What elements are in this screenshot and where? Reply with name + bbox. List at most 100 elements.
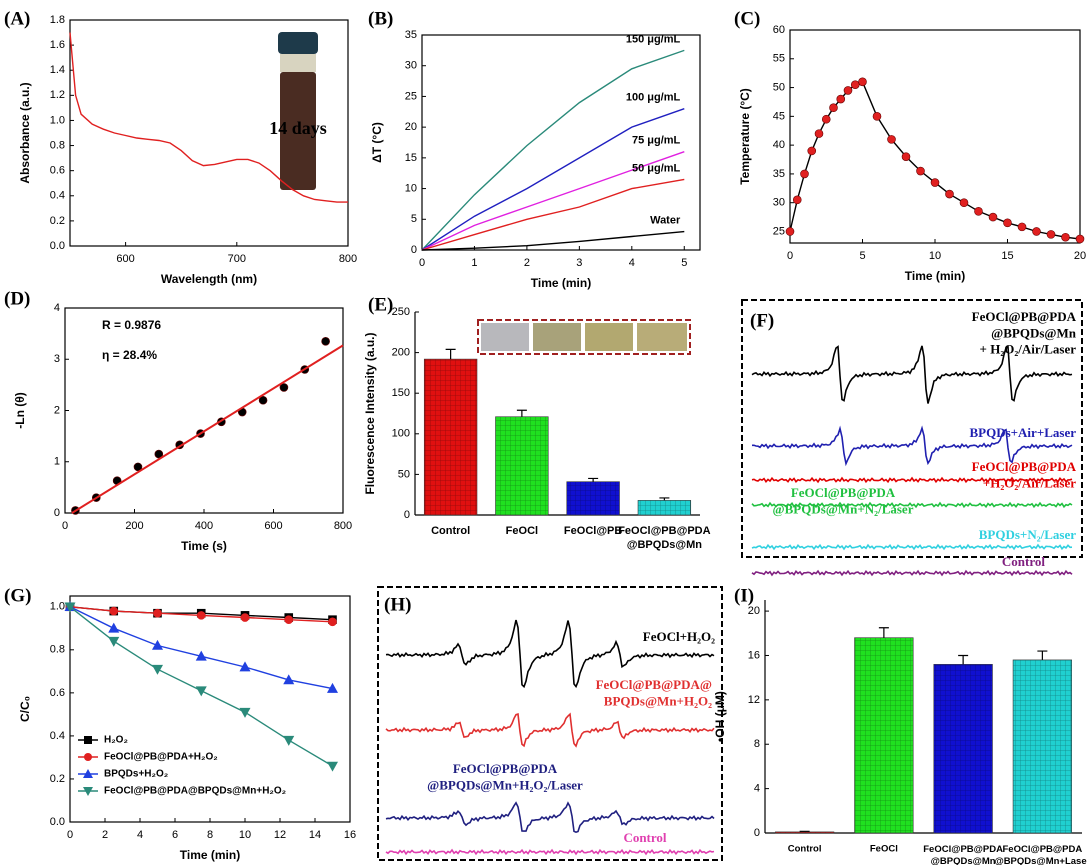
- text-line: @BPQDs@Mn: [931, 855, 996, 865]
- trace-label: FeOCl@PB@PDA @BPQDs@Mn + H₂O₂/Air/Laser: [972, 309, 1077, 357]
- y-tick-label: 0.2: [50, 215, 65, 227]
- x-tick-label: 2: [524, 257, 530, 269]
- y-tick-label: 0.6: [50, 165, 65, 177]
- legend-label: H₂O₂: [104, 735, 128, 746]
- marker: [792, 195, 802, 205]
- marker: [240, 613, 250, 622]
- marker: [321, 337, 330, 346]
- y-tick-label: 4: [754, 783, 760, 795]
- bar: [854, 637, 914, 834]
- spectrum: [752, 425, 1073, 467]
- data-line: [69, 32, 348, 203]
- trace-label: FeOCl@PB@PDA +H₂O₂/Air/Laser: [972, 459, 1077, 490]
- trace-label: FeOCl@PB@PDA @BPQDs@Mn+N₂/Laser: [773, 485, 914, 516]
- panel-label: (A): [4, 8, 30, 29]
- y-tick-label: 35: [405, 29, 417, 41]
- y-tick-label: 4: [54, 302, 60, 314]
- spectrum: [751, 476, 1073, 484]
- y-axis-title: -Ln (θ): [13, 392, 27, 428]
- y-tick-label: 12: [748, 694, 760, 706]
- panel-frame: [377, 586, 723, 861]
- y-tick-label: 20: [405, 121, 417, 133]
- trace-label: BPQDs+Air+Laser: [969, 425, 1076, 440]
- marker: [836, 94, 846, 104]
- x-tick-label: 5: [681, 257, 687, 269]
- trace-label: BPQDs+N₂/Laser: [979, 527, 1076, 542]
- panel-label: (B): [368, 8, 393, 29]
- marker: [154, 449, 164, 459]
- y-tick-label: 15: [405, 152, 417, 164]
- error-bar: [1037, 650, 1048, 660]
- panel-label: (C): [734, 8, 760, 29]
- text-line: BPQDs@Mn+H₂O₂: [604, 693, 712, 708]
- y-axis-title: Absorbance (a.u.): [18, 82, 32, 183]
- legend-label: BPQDs+H₂O₂: [104, 769, 168, 780]
- error-bar: [445, 348, 456, 360]
- series-label: Water: [650, 214, 681, 226]
- error-bar: [799, 830, 810, 832]
- y-tick-label: 200: [392, 347, 410, 359]
- trace-label: FeOCl+H₂O₂: [643, 629, 715, 644]
- marker: [83, 787, 93, 796]
- marker: [153, 608, 162, 618]
- y-axis-title: Temperature (°C): [738, 88, 752, 185]
- series-label: 150 μg/mL: [626, 33, 681, 45]
- panel-label: (H): [384, 594, 411, 615]
- marker: [1061, 232, 1070, 242]
- marker: [195, 686, 207, 697]
- y-tick-label: 55: [773, 53, 785, 65]
- marker: [239, 661, 251, 672]
- x-tick-label: 800: [334, 520, 352, 532]
- inset-photo: [533, 323, 581, 351]
- marker: [959, 198, 969, 208]
- spectrum: [751, 569, 1073, 577]
- y-tick-label: 30: [405, 60, 417, 72]
- plot-frame: [421, 34, 701, 251]
- y-tick-label: 0.4: [50, 190, 65, 202]
- x-tick-label: 16: [344, 829, 356, 841]
- text-line: FeOCl@PB@PDA@: [596, 677, 712, 692]
- y-tick-label: 0.2: [50, 773, 65, 785]
- y-tick-label: 1.8: [50, 14, 65, 26]
- marker: [858, 77, 867, 87]
- y-tick-label: 3: [54, 353, 60, 365]
- y-axis-title: C/C₀: [18, 696, 32, 722]
- marker: [151, 664, 164, 675]
- bar: [423, 358, 478, 516]
- x-tick-label: Control: [788, 844, 822, 855]
- error-bar: [659, 497, 670, 501]
- vial-inset: [278, 32, 318, 190]
- marker: [829, 103, 838, 113]
- x-tick-label: 700: [228, 253, 246, 265]
- marker: [239, 707, 251, 718]
- x-tick-label: 3: [576, 257, 582, 269]
- text-line: @BPQDs@Mn+Laser: [994, 855, 1087, 865]
- bar: [637, 500, 692, 516]
- x-tick-label: 600: [116, 253, 134, 265]
- trace-label: Control: [1002, 554, 1045, 569]
- marker: [850, 80, 860, 89]
- error-bar: [958, 654, 969, 665]
- x-tick-label: FeOCl: [870, 844, 898, 855]
- panel-label: (G): [4, 585, 31, 606]
- x-tick-label: 14: [309, 829, 321, 841]
- inset-photo: [481, 323, 529, 351]
- panel-label: (I): [734, 585, 754, 606]
- marker: [326, 682, 339, 693]
- panel-label: (E): [368, 294, 393, 315]
- y-tick-label: 8: [754, 738, 760, 750]
- marker: [279, 383, 289, 392]
- plot-frame: [789, 29, 1081, 244]
- annotation: 14 days: [269, 118, 327, 138]
- marker: [84, 753, 92, 761]
- inset-photo: [585, 323, 633, 351]
- x-tick-label: FeOCl: [506, 525, 538, 537]
- y-tick-label: 10: [405, 182, 417, 194]
- spectrum: [385, 848, 715, 856]
- y-tick-label: 1.2: [50, 89, 65, 101]
- panel-label: (F): [750, 310, 774, 331]
- y-tick-label: 30: [773, 197, 785, 209]
- x-tick-label: FeOCl@PB@PDA @BPQDs@Mn+Laser: [994, 844, 1087, 865]
- series-label: 100 μg/mL: [626, 92, 681, 104]
